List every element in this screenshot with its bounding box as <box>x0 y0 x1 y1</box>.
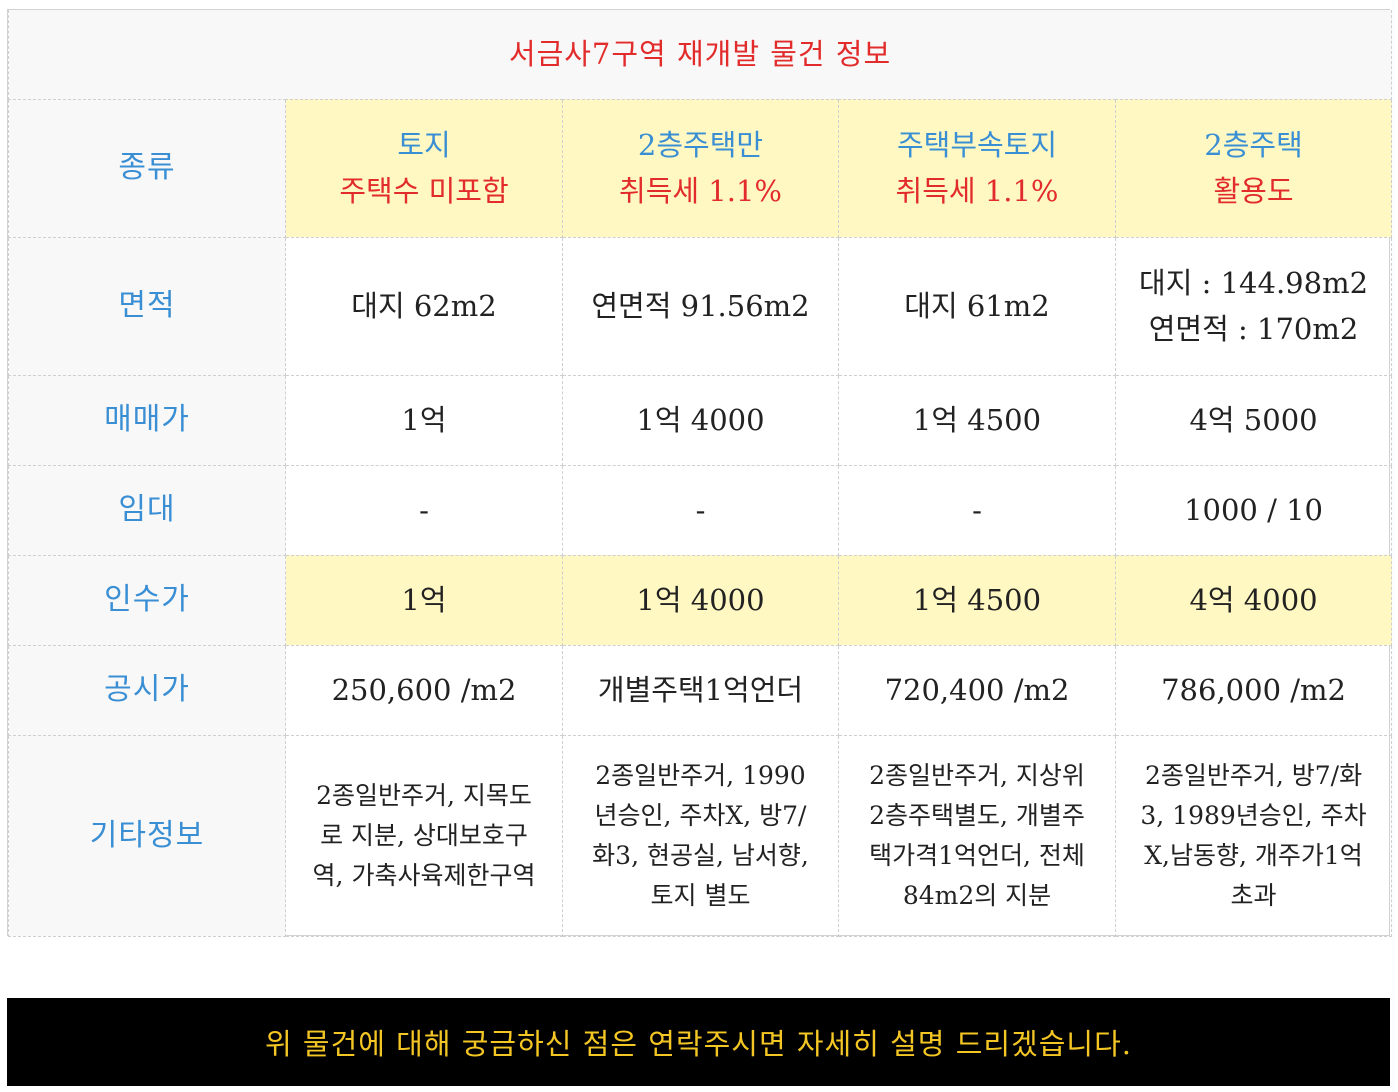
table-row-acquisition-price: 인수가 1억 1억 4000 1억 4500 4억 4000 <box>8 554 1393 646</box>
table-row-type: 종류 토지 주택수 미포함 2층주택만 취득세 1.1% 주택부속토지 취득세 … <box>8 98 1393 238</box>
cell-info-col2: 2종일반주거, 1990년승인, 주차X, 방7/화3, 현공실, 남서향, 토… <box>562 734 839 937</box>
contact-message: 위 물건에 대해 궁금하신 점은 연락주시면 자세히 설명 드리겠습니다. <box>264 1027 1132 1061</box>
cell-info-col4: 2종일반주거, 방7/화3, 1989년승인, 주차X,남동향, 개주가1억초과 <box>1114 734 1393 937</box>
contact-banner: 위 물건에 대해 궁금하신 점은 연락주시면 자세히 설명 드리겠습니다. <box>7 998 1390 1086</box>
table-title: 서금사7구역 재개발 물건 정보 <box>7 10 1393 100</box>
cell-info-col3: 2종일반주거, 지상위2층주택별도, 개별주택가격1억언더, 전체84m2의 지… <box>838 734 1116 937</box>
row-label-other-info: 기타정보 <box>8 734 286 937</box>
cell-acquisition-col2: 1억 4000 <box>562 554 839 646</box>
table-row-sale-price: 매매가 1억 1억 4000 1억 4500 4억 5000 <box>8 374 1393 466</box>
cell-area-col1: 대지 62m2 <box>285 236 563 376</box>
property-info-table: 서금사7구역 재개발 물건 정보 종류 토지 주택수 미포함 2층주택만 취득세… <box>7 10 1393 937</box>
table-row-area: 면적 대지 62m2 연면적 91.56m2 대지 61m2 대지 : 144.… <box>8 236 1393 376</box>
cell-sale-price-col4: 4억 5000 <box>1114 374 1393 466</box>
cell-official-col4: 786,000 /m2 <box>1114 644 1393 736</box>
area-col4-line2: 연면적 : 170m2 <box>1148 312 1359 346</box>
type-note-col2: 취득세 1.1% <box>619 174 782 208</box>
cell-official-col2: 개별주택1억언더 <box>562 644 839 736</box>
cell-area-col4: 대지 : 144.98m2 연면적 : 170m2 <box>1114 236 1393 376</box>
cell-rent-col3: - <box>838 464 1116 556</box>
type-main-col4: 2층주택 <box>1204 128 1303 162</box>
row-label-area: 면적 <box>8 236 286 376</box>
cell-rent-col4: 1000 / 10 <box>1114 464 1393 556</box>
type-main-col2: 2층주택만 <box>637 128 764 162</box>
table-title-row: 서금사7구역 재개발 물건 정보 <box>7 10 1393 100</box>
type-main-col1: 토지 <box>397 128 451 162</box>
cell-sale-price-col1: 1억 <box>285 374 563 466</box>
cell-type-col2: 2층주택만 취득세 1.1% <box>562 98 839 238</box>
row-label-acquisition-price: 인수가 <box>8 554 286 646</box>
cell-sale-price-col2: 1억 4000 <box>562 374 839 466</box>
type-note-col1: 주택수 미포함 <box>339 174 509 208</box>
cell-rent-col2: - <box>562 464 839 556</box>
table-row-rent: 임대 - - - 1000 / 10 <box>8 464 1393 556</box>
type-main-col3: 주택부속토지 <box>896 128 1058 162</box>
table-row-other-info: 기타정보 2종일반주거, 지목도로 지분, 상대보호구역, 가축사육제한구역 2… <box>8 734 1393 937</box>
cell-type-col4: 2층주택 활용도 <box>1114 98 1393 238</box>
row-label-sale-price: 매매가 <box>8 374 286 466</box>
cell-sale-price-col3: 1억 4500 <box>838 374 1116 466</box>
cell-acquisition-col4: 4억 4000 <box>1114 554 1393 646</box>
cell-acquisition-col3: 1억 4500 <box>838 554 1116 646</box>
row-label-type: 종류 <box>8 98 286 238</box>
cell-area-col3: 대지 61m2 <box>838 236 1116 376</box>
type-note-col4: 활용도 <box>1213 174 1294 208</box>
row-label-official-price: 공시가 <box>8 644 286 736</box>
row-label-rent: 임대 <box>8 464 286 556</box>
property-info-table-container: 서금사7구역 재개발 물건 정보 종류 토지 주택수 미포함 2층주택만 취득세… <box>7 9 1393 937</box>
cell-rent-col1: - <box>285 464 563 556</box>
cell-official-col3: 720,400 /m2 <box>838 644 1116 736</box>
cell-area-col2: 연면적 91.56m2 <box>562 236 839 376</box>
cell-type-col3: 주택부속토지 취득세 1.1% <box>838 98 1116 238</box>
cell-info-col1: 2종일반주거, 지목도로 지분, 상대보호구역, 가축사육제한구역 <box>285 734 563 937</box>
cell-type-col1: 토지 주택수 미포함 <box>285 98 563 238</box>
area-col4-line1: 대지 : 144.98m2 <box>1139 266 1369 300</box>
cell-official-col1: 250,600 /m2 <box>285 644 563 736</box>
table-row-official-price: 공시가 250,600 /m2 개별주택1억언더 720,400 /m2 786… <box>8 644 1393 736</box>
type-note-col3: 취득세 1.1% <box>895 174 1059 208</box>
cell-acquisition-col1: 1억 <box>285 554 563 646</box>
